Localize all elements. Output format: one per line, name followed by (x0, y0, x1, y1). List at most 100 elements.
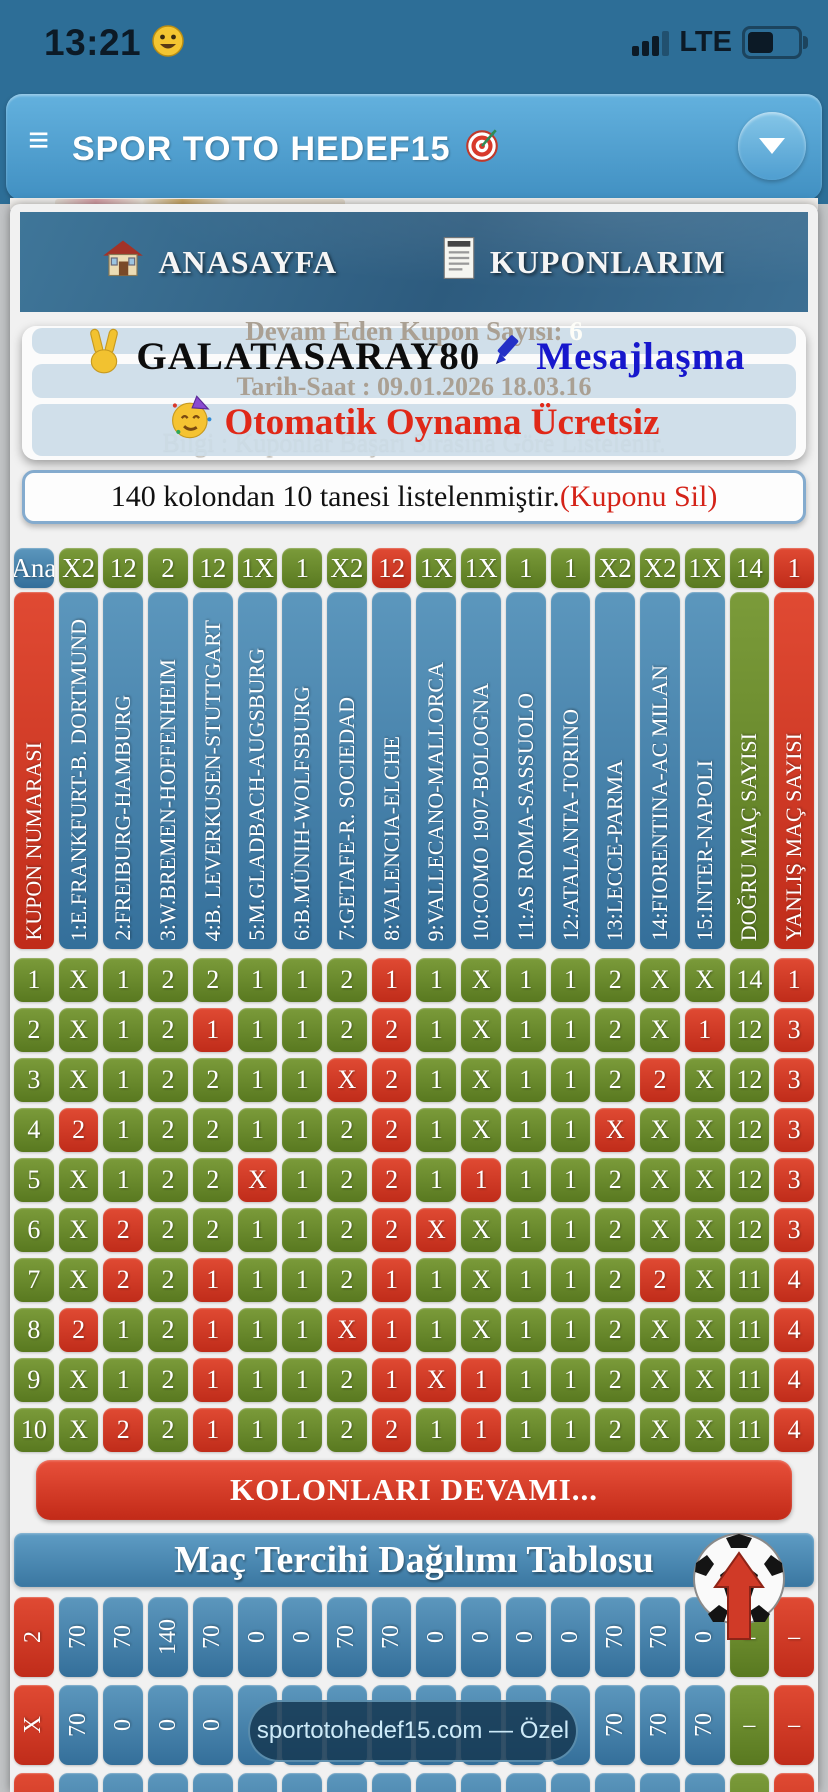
pick-6: 1 (282, 1208, 323, 1252)
pick-9: X (416, 1358, 457, 1402)
pick-10: X (461, 1008, 501, 1052)
column-header-16: DOĞRU MAÇ SAYISI (729, 592, 770, 949)
coupon-number: 3 (14, 1058, 54, 1102)
nav-item-coupons[interactable]: KUPONLARIM (442, 236, 726, 288)
wrong-count: 3 (774, 1108, 814, 1152)
pick-3: 2 (148, 1258, 188, 1302)
pick-12: 1 (550, 1008, 591, 1052)
pick-6: 1 (282, 1158, 323, 1202)
pick-9: 1 (416, 1308, 457, 1352)
pick-14: X (640, 1108, 680, 1152)
column-header-17: YANLIŞ MAÇ SAYISI (774, 592, 814, 949)
wrong-count: 3 (774, 1208, 814, 1252)
dist-value-13: 70 (595, 1597, 636, 1677)
pick-9: 1 (416, 1408, 457, 1452)
main-pick-4: 12 (192, 548, 233, 588)
pick-4: 1 (192, 1408, 233, 1452)
column-header-10: 10:COMO 1907-BOLOGNA (461, 592, 501, 949)
pick-3: 2 (148, 1008, 188, 1052)
pick-6: 1 (282, 1108, 323, 1152)
pick-13: 2 (595, 958, 636, 1002)
coupon-row-5: 5 X 1 2 2 X 1 2 2 1 1 1 1 2 X X 12 3 (14, 1158, 814, 1202)
wrong-count: 3 (774, 1008, 814, 1052)
pick-9: X (416, 1208, 457, 1252)
promo-text: Otomatik Oynama Ücretsiz (224, 401, 660, 443)
coupon-row-1: 1 X 1 2 2 1 1 2 1 1 X 1 1 2 X X 14 1 (14, 958, 814, 1002)
main-correct-count: 14 (729, 548, 770, 588)
nav-item-home[interactable]: ANASAYFA (102, 237, 337, 287)
dist-value-12: 0 (550, 1597, 591, 1677)
coupon-number: 8 (14, 1308, 54, 1352)
main-pick-6: 1 (282, 548, 323, 588)
pick-9: 1 (416, 1058, 457, 1102)
battery-icon (742, 26, 808, 59)
dist-value-13 (595, 1773, 636, 1792)
pick-3: 2 (148, 1158, 188, 1202)
pick-15: X (684, 1158, 725, 1202)
pick-13: X (595, 1108, 636, 1152)
pick-12: 1 (550, 1358, 591, 1402)
dist-value-5 (237, 1773, 278, 1792)
pick-7: 2 (327, 1158, 367, 1202)
nav-coupons-label: KUPONLARIM (489, 243, 726, 280)
dist-value-10 (461, 1773, 501, 1792)
pick-4: 1 (192, 1308, 233, 1352)
pick-13: 2 (595, 1208, 636, 1252)
coupon-row-2: 2 X 1 2 1 1 1 2 2 1 X 1 1 2 X 1 12 3 (14, 1008, 814, 1052)
pick-3: 2 (148, 1408, 188, 1452)
pick-7: 2 (327, 1258, 367, 1302)
pick-10: 1 (461, 1158, 501, 1202)
coupon-row-3: 3 X 1 2 2 1 1 X 2 1 X 1 1 2 2 X 12 3 (14, 1058, 814, 1102)
pick-1: X (58, 1258, 99, 1302)
message-link[interactable]: Mesajlaşma (536, 334, 746, 378)
dropdown-toggle-button[interactable] (738, 112, 806, 180)
wrong-count: 4 (774, 1308, 814, 1352)
wrong-count: 3 (774, 1058, 814, 1102)
pick-8: 2 (371, 1208, 412, 1252)
wrong-count: 4 (774, 1358, 814, 1402)
coupon-number: 1 (14, 958, 54, 1002)
main-pick-7: X2 (327, 548, 367, 588)
pick-1: X (58, 958, 99, 1002)
delete-coupon-link[interactable]: (Kuponu Sil) (559, 480, 718, 513)
coupon-row-4: 4 2 1 2 2 1 1 2 2 1 X 1 1 X X X 12 3 (14, 1108, 814, 1152)
dist-value-6 (282, 1773, 323, 1792)
pick-4: 2 (192, 958, 233, 1002)
pick-3: 2 (148, 1208, 188, 1252)
main-pick-2: 12 (103, 548, 144, 588)
more-columns-button[interactable]: KOLONLARI DEVAMI... (36, 1460, 792, 1520)
clock: 13:21 (44, 22, 142, 63)
username-line: GALATASARAY80 Mesajlaşma (22, 328, 806, 384)
dist-value-12 (550, 1773, 591, 1792)
pick-8: 2 (371, 1408, 412, 1452)
coupon-number: 4 (14, 1108, 54, 1152)
pick-2: 1 (103, 1058, 144, 1102)
pick-15: 1 (684, 1008, 725, 1052)
wrong-count: 3 (774, 1158, 814, 1202)
dist-value-13: 70 (595, 1685, 636, 1765)
coupon-number: 2 (14, 1008, 54, 1052)
pick-12: 1 (550, 1208, 591, 1252)
column-header-8: 8:VALENCIA-ELCHE (371, 592, 412, 949)
pick-14: 2 (640, 1258, 680, 1302)
pick-12: 1 (550, 1158, 591, 1202)
pick-14: X (640, 1208, 680, 1252)
main-pick-3: 2 (148, 548, 188, 588)
pick-13: 2 (595, 1358, 636, 1402)
dist-value-3: 140 (148, 1597, 188, 1677)
pick-7: 2 (327, 1108, 367, 1152)
pick-1: X (58, 1008, 99, 1052)
dist-value-9: 0 (416, 1597, 457, 1677)
main-pick-5: 1X (237, 548, 278, 588)
column-header-1: 1:E.FRANKFURT-B. DORTMUND (58, 592, 99, 949)
correct-count: 12 (729, 1108, 770, 1152)
coupon-number: 10 (14, 1408, 54, 1452)
pick-11: 1 (505, 958, 546, 1002)
receipt-icon (442, 236, 476, 288)
status-bar: 13:21 LTE (0, 0, 828, 88)
soccer-ball-arrow-icon (689, 1531, 789, 1643)
hamburger-menu-icon[interactable]: ≡ (28, 119, 50, 160)
pick-11: 1 (505, 1308, 546, 1352)
